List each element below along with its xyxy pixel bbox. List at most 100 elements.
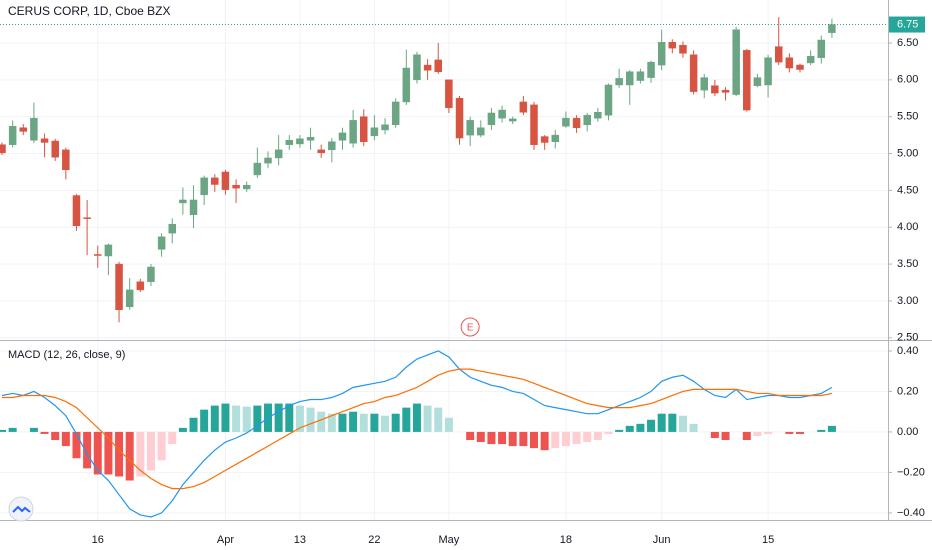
histogram-bar	[93, 431, 102, 475]
histogram-bar	[83, 431, 92, 469]
histogram-bar	[189, 417, 198, 432]
candle-body	[487, 112, 496, 126]
histogram-bar	[168, 431, 177, 445]
candle-body	[104, 244, 113, 257]
histogram-bar	[136, 431, 145, 477]
earnings-marker	[460, 317, 480, 337]
histogram-bar	[327, 413, 336, 432]
histogram-bar	[402, 407, 411, 432]
histogram-bar	[157, 431, 166, 461]
histogram-bar	[721, 431, 730, 441]
histogram-bar	[423, 405, 432, 432]
histogram-bar	[764, 431, 773, 434]
candle-body	[221, 171, 230, 190]
candle-body	[72, 195, 81, 227]
histogram-bar	[0, 429, 6, 432]
candle-body	[381, 124, 389, 131]
candle-body	[689, 54, 698, 92]
candle-body	[647, 61, 655, 78]
y-tick-label: 2.50	[897, 332, 918, 344]
candle-body	[0, 144, 6, 154]
logo-icon[interactable]	[12, 505, 31, 513]
histogram-bar	[530, 431, 538, 449]
candle-body	[434, 59, 442, 72]
histogram-bar	[753, 431, 762, 436]
candle-body	[328, 141, 336, 151]
histogram-bar	[593, 431, 602, 441]
candle-body	[796, 64, 804, 70]
histogram-bar	[742, 431, 751, 441]
candle-body	[168, 224, 176, 234]
candle-body	[785, 57, 794, 69]
candle-body	[157, 236, 166, 250]
candle-body	[179, 199, 187, 204]
histogram-bar	[72, 431, 81, 459]
histogram-bar	[115, 431, 124, 477]
candle-body	[423, 64, 432, 71]
histogram-bar	[551, 431, 560, 449]
candle-body	[477, 127, 485, 136]
histogram-bar	[242, 406, 251, 432]
candle-body	[615, 78, 623, 86]
histogram-bar	[572, 431, 581, 445]
histogram-bar	[657, 413, 666, 432]
candle-body	[274, 149, 283, 159]
histogram-bar	[444, 417, 453, 432]
candle-body	[296, 138, 304, 145]
labels: 2.50 3.00 3.50 4.00 4.50 5.00 5.50 6.00 6.50 6.75…	[92, 16, 925, 546]
candle-body	[700, 77, 708, 91]
histogram-bar	[625, 425, 634, 432]
candle-body	[562, 117, 570, 127]
candle-body	[721, 89, 730, 93]
candle-body	[40, 138, 49, 143]
x-tick-label: Jun	[653, 534, 671, 546]
candle-body	[413, 54, 421, 81]
histogram-bar	[678, 415, 687, 432]
chart-title: CERUS CORP, 1D, Cboe BZX	[8, 4, 171, 18]
y-tick-label: 3.50	[897, 258, 918, 270]
candle-body	[594, 112, 602, 119]
candle-body	[636, 71, 645, 81]
y-tick-label: 0.00	[897, 426, 918, 438]
candle-body	[466, 120, 474, 136]
histogram-bar	[274, 403, 283, 432]
histogram-bar	[370, 413, 379, 432]
histogram-bar	[295, 405, 304, 432]
histogram-bar	[349, 411, 358, 432]
candle-body	[391, 101, 400, 126]
y-tick-label: 0.40	[897, 345, 918, 357]
histogram-bar	[338, 413, 347, 432]
candle-body	[806, 55, 815, 64]
candle-body	[530, 104, 538, 145]
candle-body	[360, 116, 368, 142]
histogram-bar	[785, 431, 794, 434]
histogram-bar	[104, 431, 113, 475]
candle-body	[732, 29, 740, 95]
histogram-bar	[178, 427, 187, 432]
candle-body	[551, 134, 560, 142]
candle-body	[19, 127, 28, 132]
marks	[0, 17, 888, 518]
logo[interactable]	[8, 496, 34, 522]
candle-body	[83, 217, 91, 219]
histogram-bar	[487, 431, 496, 445]
candle-body	[317, 149, 325, 154]
candle-body	[94, 254, 102, 256]
histogram-bar	[381, 415, 390, 432]
candle-body	[774, 46, 783, 63]
candle-body	[211, 177, 219, 185]
candle-body	[200, 177, 208, 196]
candle-body	[445, 79, 453, 109]
candle-body	[51, 140, 59, 158]
macd-title: MACD (12, 26, close, 9)	[8, 349, 125, 361]
histogram-bar	[29, 427, 38, 432]
candle-body	[828, 24, 836, 33]
histogram-bar	[317, 411, 326, 432]
candle-body	[30, 117, 38, 141]
x-tick-label: Apr	[217, 534, 234, 546]
candle-body	[242, 184, 251, 190]
histogram-bar	[583, 431, 592, 443]
x-tick-label: May	[438, 534, 459, 546]
